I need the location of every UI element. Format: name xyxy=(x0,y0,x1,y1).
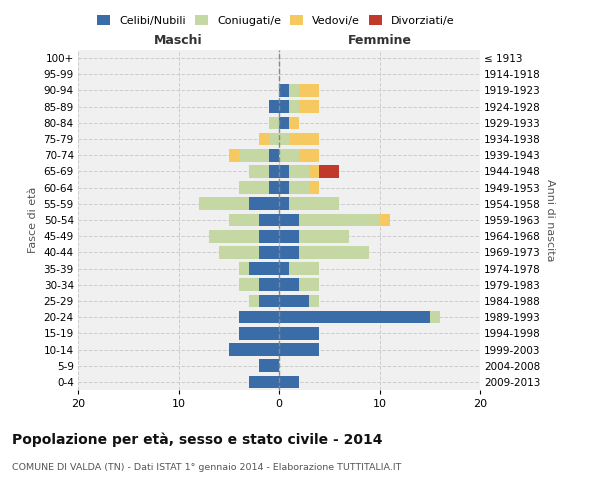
Bar xyxy=(279,376,299,388)
Bar xyxy=(239,311,279,324)
Bar xyxy=(299,84,319,97)
Bar xyxy=(249,294,259,308)
Bar xyxy=(279,246,299,258)
Bar xyxy=(259,294,279,308)
Bar xyxy=(259,246,279,258)
Bar xyxy=(289,198,340,210)
Bar xyxy=(269,149,279,162)
Bar xyxy=(289,182,309,194)
Bar xyxy=(279,84,289,97)
Bar xyxy=(269,182,279,194)
Bar xyxy=(289,165,309,177)
Bar xyxy=(269,116,279,129)
Bar xyxy=(269,165,279,177)
Bar xyxy=(279,294,309,308)
Bar xyxy=(289,262,319,275)
Bar xyxy=(299,230,349,242)
Bar xyxy=(279,262,289,275)
Bar xyxy=(259,214,279,226)
Bar xyxy=(299,100,319,113)
Bar xyxy=(289,132,319,145)
Bar xyxy=(309,182,319,194)
Text: Popolazione per età, sesso e stato civile - 2014: Popolazione per età, sesso e stato civil… xyxy=(12,432,383,447)
Bar xyxy=(309,165,319,177)
Bar xyxy=(249,376,279,388)
Bar xyxy=(289,116,299,129)
Bar xyxy=(239,149,269,162)
Bar xyxy=(239,278,259,291)
Bar xyxy=(218,246,259,258)
Bar xyxy=(279,343,319,356)
Bar xyxy=(269,132,279,145)
Bar xyxy=(289,84,299,97)
Bar xyxy=(279,116,289,129)
Bar xyxy=(249,198,279,210)
Bar xyxy=(299,246,370,258)
Bar xyxy=(259,278,279,291)
Bar xyxy=(279,278,299,291)
Bar xyxy=(279,311,430,324)
Text: Maschi: Maschi xyxy=(154,34,203,47)
Bar xyxy=(279,214,299,226)
Bar xyxy=(239,262,249,275)
Bar xyxy=(279,165,289,177)
Bar xyxy=(279,149,299,162)
Bar xyxy=(259,230,279,242)
Bar xyxy=(319,165,340,177)
Bar xyxy=(380,214,389,226)
Bar xyxy=(279,132,289,145)
Bar xyxy=(229,214,259,226)
Bar xyxy=(199,198,249,210)
Legend: Celibi/Nubili, Coniugati/e, Vedovi/e, Divorziati/e: Celibi/Nubili, Coniugati/e, Vedovi/e, Di… xyxy=(93,10,459,30)
Bar xyxy=(249,262,279,275)
Bar xyxy=(279,327,319,340)
Bar xyxy=(239,327,279,340)
Bar xyxy=(209,230,259,242)
Bar xyxy=(299,214,380,226)
Bar xyxy=(299,278,319,291)
Bar xyxy=(430,311,440,324)
Bar xyxy=(309,294,319,308)
Bar xyxy=(279,100,289,113)
Bar xyxy=(259,360,279,372)
Text: Femmine: Femmine xyxy=(347,34,412,47)
Bar xyxy=(249,165,269,177)
Bar xyxy=(269,100,279,113)
Bar xyxy=(229,149,239,162)
Bar xyxy=(239,182,269,194)
Bar xyxy=(279,198,289,210)
Y-axis label: Fasce di età: Fasce di età xyxy=(28,187,38,253)
Bar xyxy=(279,182,289,194)
Text: COMUNE DI VALDA (TN) - Dati ISTAT 1° gennaio 2014 - Elaborazione TUTTITALIA.IT: COMUNE DI VALDA (TN) - Dati ISTAT 1° gen… xyxy=(12,462,401,471)
Bar xyxy=(279,230,299,242)
Y-axis label: Anni di nascita: Anni di nascita xyxy=(545,179,555,261)
Bar xyxy=(229,343,279,356)
Bar xyxy=(299,149,319,162)
Bar xyxy=(259,132,269,145)
Bar xyxy=(289,100,299,113)
